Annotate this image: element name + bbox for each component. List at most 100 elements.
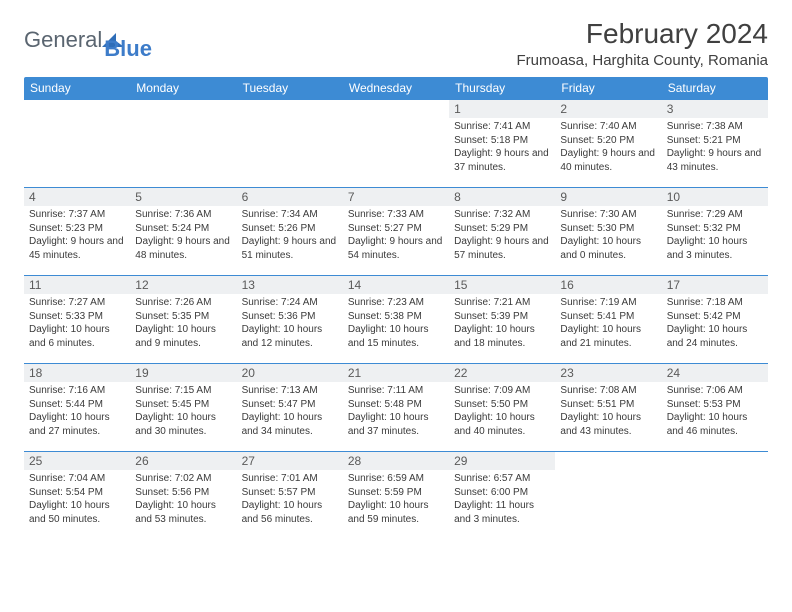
day-info: Sunrise: 7:11 AMSunset: 5:48 PMDaylight:… [348, 384, 444, 438]
day-number: 27 [237, 452, 343, 470]
day-number: 14 [343, 276, 449, 294]
day-cell: 23 Sunrise: 7:08 AMSunset: 5:51 PMDayligh… [555, 364, 661, 452]
empty-cell [343, 100, 449, 188]
logo-text-1: General [24, 27, 102, 53]
header: General Blue February 2024 Frumoasa, Har… [24, 18, 768, 69]
day-cell: 19 Sunrise: 7:15 AMSunset: 5:45 PMDayligh… [130, 364, 236, 452]
day-cell: 28 Sunrise: 6:59 AMSunset: 5:59 PMDayligh… [343, 452, 449, 540]
day-info: Sunrise: 7:36 AMSunset: 5:24 PMDaylight:… [135, 208, 231, 262]
day-number: 22 [449, 364, 555, 382]
day-header-sunday: Sunday [24, 77, 130, 100]
day-cell: 12 Sunrise: 7:26 AMSunset: 5:35 PMDayligh… [130, 276, 236, 364]
day-number: 10 [662, 188, 768, 206]
day-info: Sunrise: 7:40 AMSunset: 5:20 PMDaylight:… [560, 120, 656, 174]
day-number: 12 [130, 276, 236, 294]
day-header-wednesday: Wednesday [343, 77, 449, 100]
day-header-row: SundayMondayTuesdayWednesdayThursdayFrid… [24, 77, 768, 100]
day-cell: 17 Sunrise: 7:18 AMSunset: 5:42 PMDayligh… [662, 276, 768, 364]
day-number: 21 [343, 364, 449, 382]
day-info: Sunrise: 7:13 AMSunset: 5:47 PMDaylight:… [242, 384, 338, 438]
day-header-thursday: Thursday [449, 77, 555, 100]
day-info: Sunrise: 7:30 AMSunset: 5:30 PMDaylight:… [560, 208, 656, 262]
day-cell: 16 Sunrise: 7:19 AMSunset: 5:41 PMDayligh… [555, 276, 661, 364]
day-info: Sunrise: 7:06 AMSunset: 5:53 PMDaylight:… [667, 384, 763, 438]
day-cell: 21 Sunrise: 7:11 AMSunset: 5:48 PMDayligh… [343, 364, 449, 452]
day-info: Sunrise: 7:32 AMSunset: 5:29 PMDaylight:… [454, 208, 550, 262]
day-cell: 6 Sunrise: 7:34 AMSunset: 5:26 PMDaylight… [237, 188, 343, 276]
week-row: 25 Sunrise: 7:04 AMSunset: 5:54 PMDayligh… [24, 452, 768, 540]
empty-cell [662, 452, 768, 540]
day-info: Sunrise: 7:23 AMSunset: 5:38 PMDaylight:… [348, 296, 444, 350]
day-number: 25 [24, 452, 130, 470]
day-header-friday: Friday [555, 77, 661, 100]
day-cell: 5 Sunrise: 7:36 AMSunset: 5:24 PMDaylight… [130, 188, 236, 276]
day-info: Sunrise: 7:27 AMSunset: 5:33 PMDaylight:… [29, 296, 125, 350]
day-info: Sunrise: 7:04 AMSunset: 5:54 PMDaylight:… [29, 472, 125, 526]
day-info: Sunrise: 7:16 AMSunset: 5:44 PMDaylight:… [29, 384, 125, 438]
month-title: February 2024 [517, 18, 769, 50]
day-number: 17 [662, 276, 768, 294]
day-cell: 26Sunrise: 7:02 AMSunset: 5:56 PMDayligh… [130, 452, 236, 540]
week-row: 11 Sunrise: 7:27 AMSunset: 5:33 PMDayligh… [24, 276, 768, 364]
week-row: 18 Sunrise: 7:16 AMSunset: 5:44 PMDayligh… [24, 364, 768, 452]
day-cell: 22 Sunrise: 7:09 AMSunset: 5:50 PMDayligh… [449, 364, 555, 452]
day-info: Sunrise: 7:26 AMSunset: 5:35 PMDaylight:… [135, 296, 231, 350]
day-number: 1 [449, 100, 555, 118]
day-info: Sunrise: 7:19 AMSunset: 5:41 PMDaylight:… [560, 296, 656, 350]
day-info: Sunrise: 7:37 AMSunset: 5:23 PMDaylight:… [29, 208, 125, 262]
day-number: 28 [343, 452, 449, 470]
day-number: 29 [449, 452, 555, 470]
empty-cell [130, 100, 236, 188]
day-cell: 24 Sunrise: 7:06 AMSunset: 5:53 PMDayligh… [662, 364, 768, 452]
day-number: 23 [555, 364, 661, 382]
day-number: 16 [555, 276, 661, 294]
empty-cell [24, 100, 130, 188]
day-cell: 9 Sunrise: 7:30 AMSunset: 5:30 PMDaylight… [555, 188, 661, 276]
day-info: Sunrise: 7:21 AMSunset: 5:39 PMDaylight:… [454, 296, 550, 350]
day-cell: 2 Sunrise: 7:40 AMSunset: 5:20 PMDaylight… [555, 100, 661, 188]
day-cell: 25 Sunrise: 7:04 AMSunset: 5:54 PMDayligh… [24, 452, 130, 540]
day-info: Sunrise: 7:29 AMSunset: 5:32 PMDaylight:… [667, 208, 763, 262]
day-cell: 13 Sunrise: 7:24 AMSunset: 5:36 PMDayligh… [237, 276, 343, 364]
week-row: 4Sunrise: 7:37 AMSunset: 5:23 PMDaylight… [24, 188, 768, 276]
day-info: Sunrise: 7:24 AMSunset: 5:36 PMDaylight:… [242, 296, 338, 350]
day-info: Sunrise: 7:34 AMSunset: 5:26 PMDaylight:… [242, 208, 338, 262]
day-info: Sunrise: 6:59 AMSunset: 5:59 PMDaylight:… [348, 472, 444, 526]
day-info: Sunrise: 7:33 AMSunset: 5:27 PMDaylight:… [348, 208, 444, 262]
day-number: 2 [555, 100, 661, 118]
day-info: Sunrise: 7:01 AMSunset: 5:57 PMDaylight:… [242, 472, 338, 526]
day-cell: 20 Sunrise: 7:13 AMSunset: 5:47 PMDayligh… [237, 364, 343, 452]
day-number: 15 [449, 276, 555, 294]
day-number: 20 [237, 364, 343, 382]
day-info: Sunrise: 7:38 AMSunset: 5:21 PMDaylight:… [667, 120, 763, 174]
day-number: 5 [130, 188, 236, 206]
day-number: 3 [662, 100, 768, 118]
empty-cell [237, 100, 343, 188]
day-number: 18 [24, 364, 130, 382]
day-cell: 10 Sunrise: 7:29 AMSunset: 5:32 PMDayligh… [662, 188, 768, 276]
calendar-body: 1Sunrise: 7:41 AMSunset: 5:18 PMDaylight… [24, 100, 768, 540]
day-cell: 15 Sunrise: 7:21 AMSunset: 5:39 PMDayligh… [449, 276, 555, 364]
day-cell: 8 Sunrise: 7:32 AMSunset: 5:29 PMDaylight… [449, 188, 555, 276]
day-cell: 7Sunrise: 7:33 AMSunset: 5:27 PMDaylight… [343, 188, 449, 276]
day-info: Sunrise: 6:57 AMSunset: 6:00 PMDaylight:… [454, 472, 550, 526]
day-number: 13 [237, 276, 343, 294]
day-number: 9 [555, 188, 661, 206]
day-info: Sunrise: 7:18 AMSunset: 5:42 PMDaylight:… [667, 296, 763, 350]
day-cell: 3 Sunrise: 7:38 AMSunset: 5:21 PMDaylight… [662, 100, 768, 188]
day-info: Sunrise: 7:09 AMSunset: 5:50 PMDaylight:… [454, 384, 550, 438]
day-cell: 14 Sunrise: 7:23 AMSunset: 5:38 PMDayligh… [343, 276, 449, 364]
day-number: 19 [130, 364, 236, 382]
logo-text-2: Blue [104, 36, 152, 61]
day-number: 24 [662, 364, 768, 382]
title-block: February 2024 Frumoasa, Harghita County,… [517, 18, 769, 69]
day-header-monday: Monday [130, 77, 236, 100]
day-info: Sunrise: 7:15 AMSunset: 5:45 PMDaylight:… [135, 384, 231, 438]
day-number: 6 [237, 188, 343, 206]
day-number: 8 [449, 188, 555, 206]
day-number: 11 [24, 276, 130, 294]
week-row: 1Sunrise: 7:41 AMSunset: 5:18 PMDaylight… [24, 100, 768, 188]
day-info: Sunrise: 7:08 AMSunset: 5:51 PMDaylight:… [560, 384, 656, 438]
day-header-saturday: Saturday [662, 77, 768, 100]
day-cell: 29 Sunrise: 6:57 AMSunset: 6:00 PMDayligh… [449, 452, 555, 540]
